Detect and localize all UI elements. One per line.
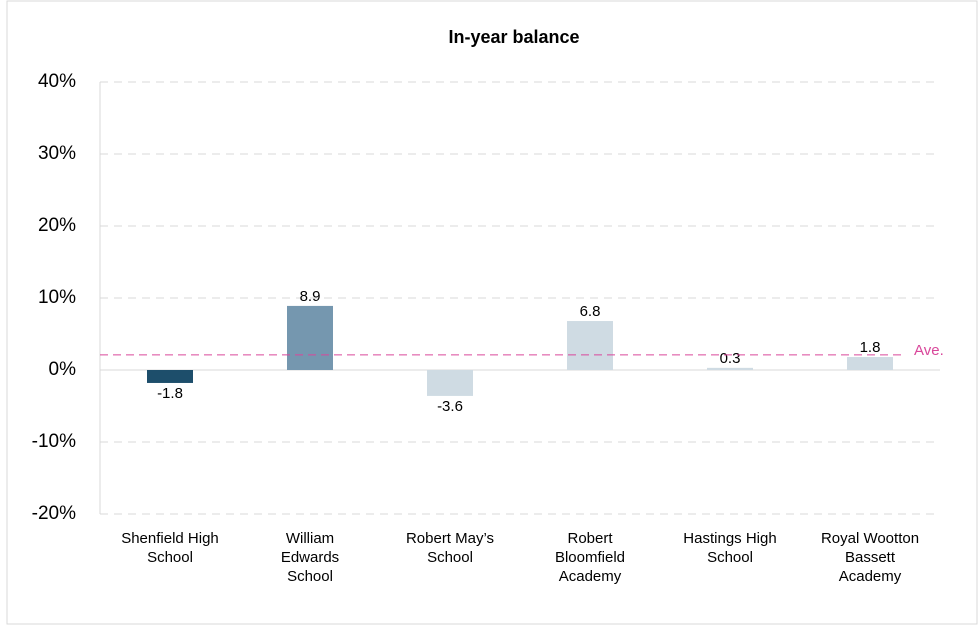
x-tick-label: School [147, 549, 193, 566]
x-tick-label: School [427, 549, 473, 566]
y-tick-label: 40% [38, 71, 76, 92]
bar [707, 367, 753, 370]
chart-title: In-year balance [448, 27, 579, 47]
bar [287, 305, 333, 370]
x-tick-label: Bloomfield [555, 549, 625, 566]
chart-frame [6, 0, 978, 625]
x-tick-label: Academy [839, 568, 902, 585]
x-tick-label: Edwards [281, 549, 339, 566]
x-tick-label: Academy [559, 568, 622, 585]
value-label: -3.6 [437, 398, 463, 415]
x-tick-label: School [287, 568, 333, 585]
bar [427, 370, 473, 396]
x-tick-label: Hastings High [683, 530, 776, 547]
x-tick-label: School [707, 549, 753, 566]
y-tick-label: 0% [49, 359, 77, 380]
value-label: 0.3 [720, 350, 741, 367]
x-tick-label: William [286, 530, 334, 547]
bar [567, 321, 613, 370]
x-tick-label: Shenfield High [121, 530, 219, 547]
average-label: Ave. [914, 342, 944, 359]
value-label: 6.8 [580, 303, 601, 320]
value-label: 1.8 [860, 339, 881, 356]
bar [147, 370, 193, 383]
y-tick-label: -20% [32, 503, 76, 524]
value-label: 8.9 [300, 288, 321, 305]
x-tick-label: Robert May’s [406, 530, 494, 547]
bar [847, 357, 893, 370]
y-tick-label: 20% [38, 215, 76, 236]
y-tick-label: 10% [38, 287, 76, 308]
x-tick-label: Bassett [845, 549, 896, 566]
y-tick-label: -10% [32, 431, 76, 452]
x-tick-label: Royal Wootton [821, 530, 919, 547]
value-label: -1.8 [157, 385, 183, 402]
y-tick-label: 30% [38, 143, 76, 164]
x-tick-label: Robert [567, 530, 613, 547]
